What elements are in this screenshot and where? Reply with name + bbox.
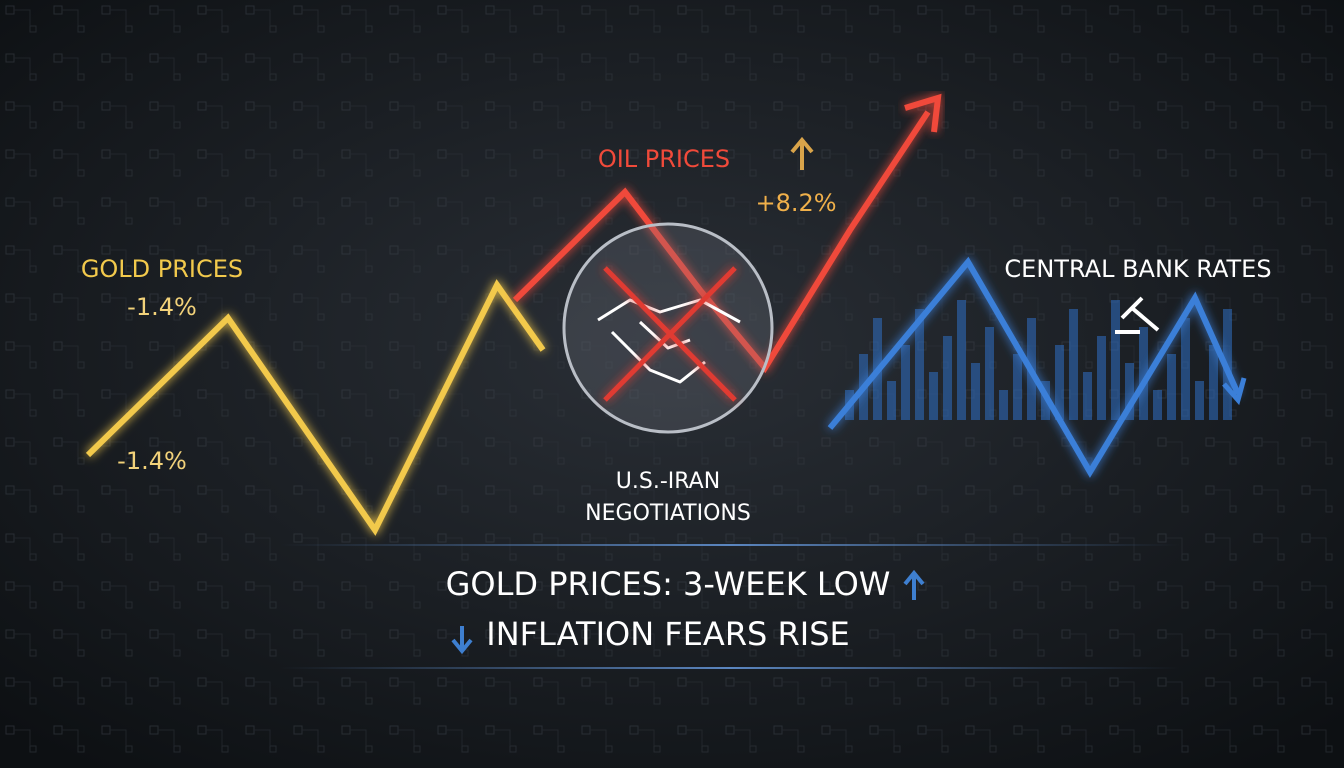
rates-title: CENTRAL BANK RATES: [1004, 255, 1271, 283]
headline: INFLATION FEARS RISE: [486, 615, 849, 653]
separator: [280, 667, 1180, 669]
decor-bar: [1083, 372, 1092, 420]
separator: [280, 544, 1180, 546]
gold-line: [85, 279, 546, 536]
up-arrow: [903, 569, 925, 600]
decor-bar: [957, 300, 966, 420]
decor-bar: [999, 390, 1008, 420]
decor-bar: [1013, 354, 1022, 420]
negotiation-label: NEGOTIATIONS: [585, 501, 751, 526]
decor-bar: [915, 309, 924, 420]
decor-bar: [1195, 381, 1204, 420]
gold-title: GOLD PRICES: [81, 255, 243, 283]
decor-bar: [929, 372, 938, 420]
decor-bar: [1125, 363, 1134, 420]
decor-bar: [1153, 390, 1162, 420]
gavel-icon: [1115, 296, 1160, 334]
gold-change: -1.4%: [117, 447, 187, 475]
rates-arrowhead: [1222, 377, 1247, 406]
decor-bar: [1209, 345, 1218, 420]
handshake-icon: [597, 298, 741, 384]
up-arrow: [790, 136, 814, 170]
decor-bar: [971, 363, 980, 420]
decor-bar: [985, 327, 994, 420]
headline: GOLD PRICES: 3-WEEK LOW: [446, 565, 891, 603]
decor-bar: [901, 345, 910, 420]
decor-bar: [1167, 354, 1176, 420]
decor-bar: [1111, 300, 1120, 420]
oil-title: OIL PRICES: [598, 145, 730, 173]
oil-arrowhead: [904, 93, 942, 133]
decor-bar: [1181, 318, 1190, 420]
cross-mark: [603, 266, 737, 402]
rates-line: [827, 256, 1241, 478]
oil-line: [512, 110, 931, 374]
gold-change: -1.4%: [127, 293, 197, 321]
negotiation-label: U.S.-IRAN: [616, 469, 720, 494]
decor-bar: [1055, 345, 1064, 420]
decor-bar: [1069, 309, 1078, 420]
decor-bar: [1097, 336, 1106, 420]
decor-bar: [1139, 327, 1148, 420]
decor-bar: [943, 336, 952, 420]
decor-bar: [887, 381, 896, 420]
bar-decoration: [845, 300, 1232, 420]
negotiation-circle: [562, 222, 774, 434]
down-arrow: [451, 626, 473, 655]
oil-change: +8.2%: [755, 189, 836, 217]
